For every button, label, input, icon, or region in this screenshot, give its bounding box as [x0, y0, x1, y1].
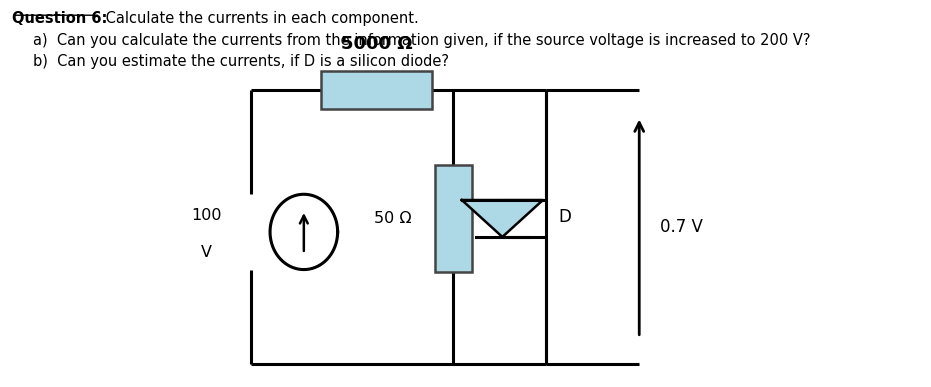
Text: 100: 100: [192, 209, 222, 223]
Text: Question 6:: Question 6:: [11, 11, 107, 26]
Text: V: V: [201, 245, 212, 260]
Text: b)  Can you estimate the currents, if D is a silicon diode?: b) Can you estimate the currents, if D i…: [34, 55, 450, 69]
Text: Calculate the currents in each component.: Calculate the currents in each component…: [101, 11, 419, 26]
Text: a)  Can you calculate the currents from the information given, if the source vol: a) Can you calculate the currents from t…: [34, 33, 811, 48]
Bar: [321, 70, 432, 109]
Polygon shape: [462, 200, 543, 237]
Text: 0.7 V: 0.7 V: [660, 218, 703, 236]
Text: 50 Ω: 50 Ω: [373, 211, 412, 226]
Text: 5000 Ω: 5000 Ω: [341, 35, 412, 53]
Text: D: D: [558, 207, 571, 226]
Bar: [435, 165, 472, 272]
